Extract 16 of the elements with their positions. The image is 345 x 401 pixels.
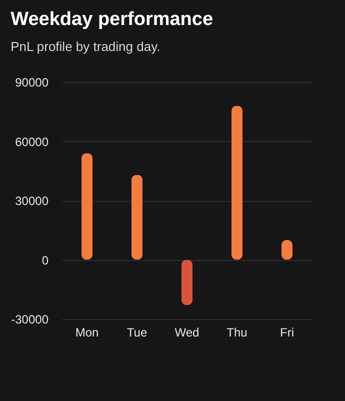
x-tick-label: Thu	[226, 326, 248, 340]
bar	[132, 174, 142, 260]
bar	[182, 260, 192, 306]
chart-title: Weekday performance	[10, 9, 214, 30]
bar	[82, 153, 92, 260]
bar	[232, 106, 242, 260]
y-tick-label: 30000	[15, 194, 49, 208]
x-tick-label: Tue	[126, 326, 148, 340]
x-tick-label: Fri	[280, 326, 294, 340]
y-tick-label: -30000	[11, 312, 49, 326]
y-tick-label: 90000	[15, 76, 49, 90]
x-tick-label: Wed	[174, 326, 200, 340]
x-tick-label: Mon	[75, 326, 99, 340]
chart-subtitle: PnL profile by trading day.	[10, 39, 160, 54]
y-tick-label: 60000	[15, 134, 49, 149]
y-tick-label: 0	[42, 253, 49, 268]
